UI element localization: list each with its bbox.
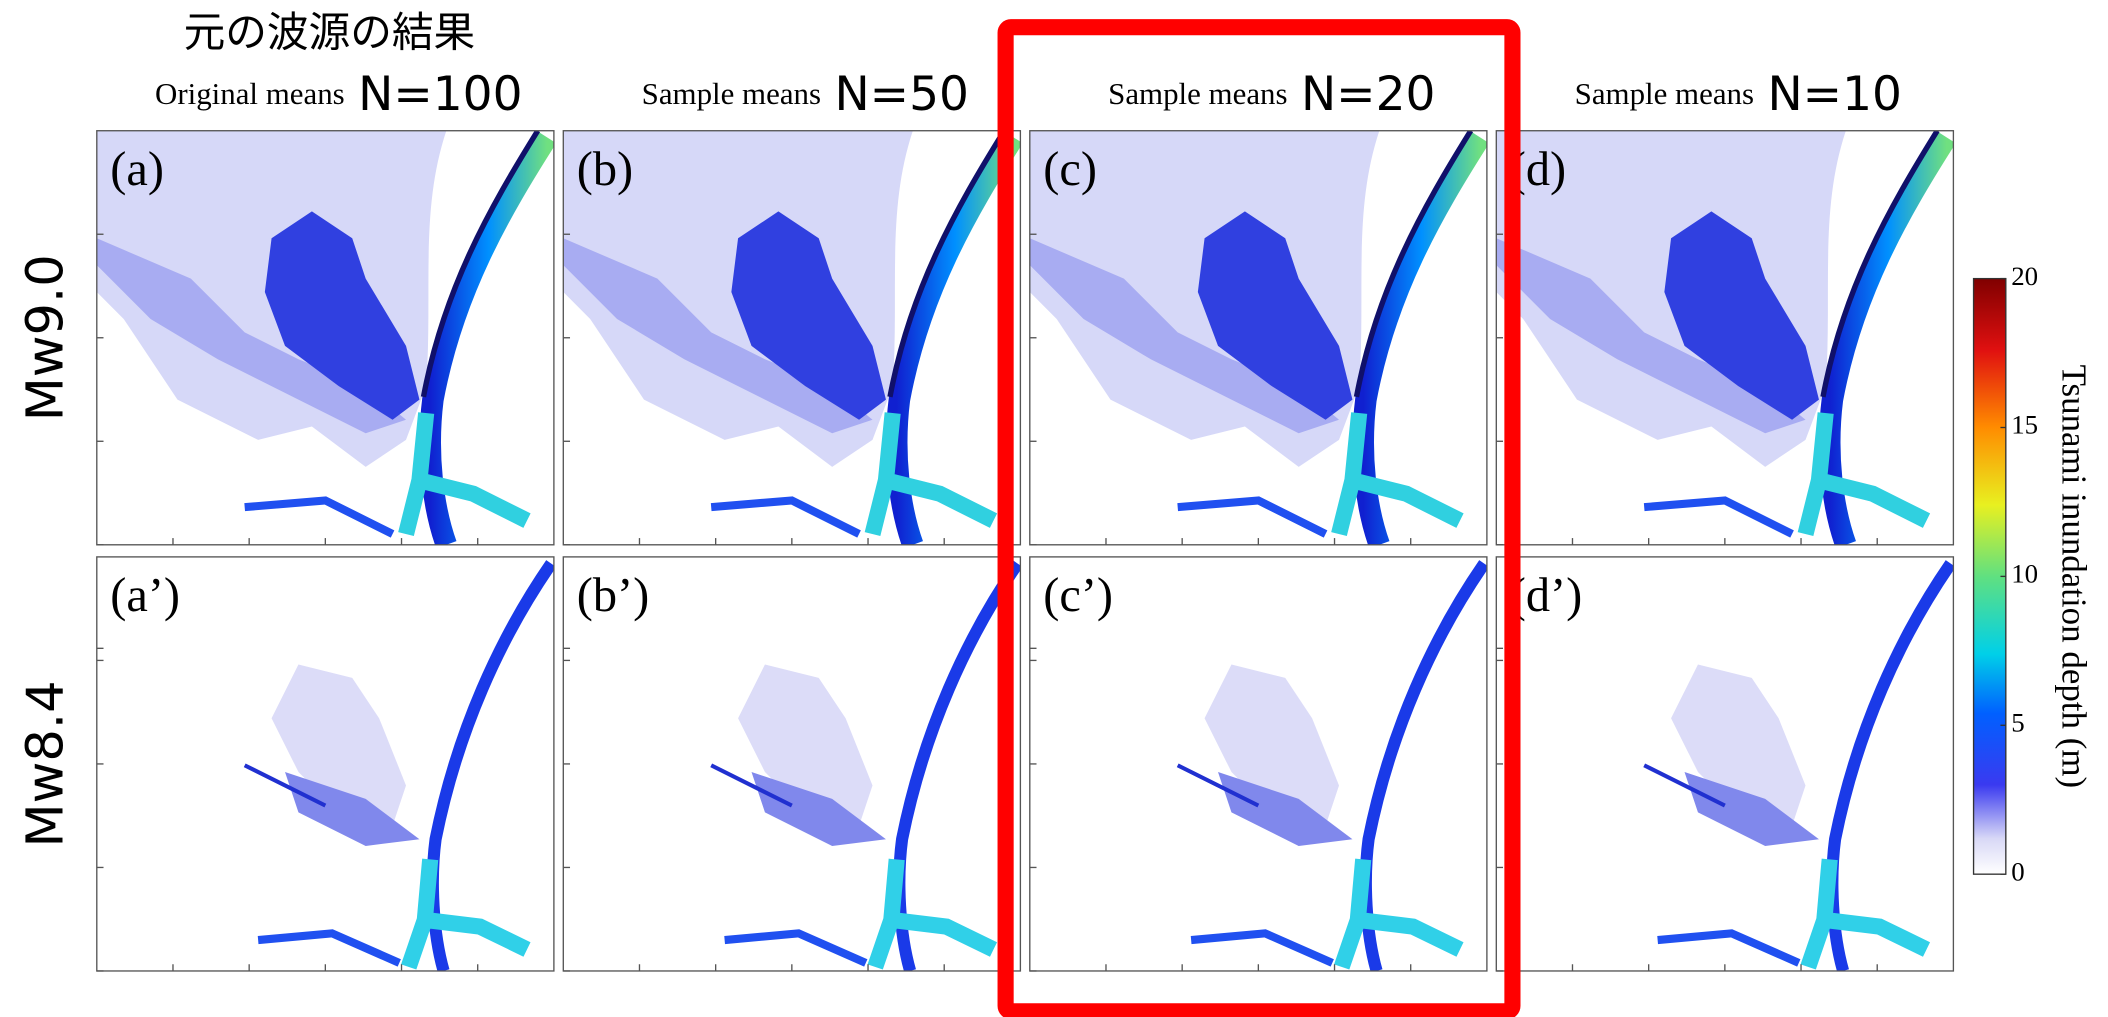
highlight-box <box>997 19 1521 1017</box>
colorbar-tick-label: 15 <box>2011 410 2038 440</box>
column-header: Sample means N=50 <box>642 67 969 122</box>
column-header: Sample means N=10 <box>1575 67 1902 122</box>
panel-label: (d’) <box>1510 569 1583 622</box>
map-image <box>711 564 1018 971</box>
row-label: Mw8.4 <box>16 680 75 847</box>
map-image <box>97 131 547 545</box>
column-header: Sample means N=20 <box>1108 67 1435 122</box>
colorbar-label: Tsunami inundation depth (m) <box>2054 365 2093 789</box>
panel-label: (a) <box>110 143 164 196</box>
colorbar-tick-label: 10 <box>2011 559 2038 589</box>
map-image <box>1178 564 1485 971</box>
colorbar-tick-label: 20 <box>2011 261 2038 291</box>
panel-label: (b) <box>577 143 633 196</box>
map-image <box>1030 131 1480 545</box>
row-label: Mw9.0 <box>16 254 75 421</box>
column-n: N=100 <box>358 67 522 122</box>
column-subtitle: Original means <box>155 76 345 111</box>
colorbar-tick-label: 0 <box>2011 856 2024 886</box>
column-subtitle: Sample means <box>1108 76 1287 111</box>
map-image <box>245 564 552 971</box>
column-subtitle: Sample means <box>642 76 821 111</box>
panel-label: (b’) <box>577 569 650 622</box>
panel-label: (a’) <box>110 569 180 622</box>
panel-label: (c) <box>1043 143 1097 196</box>
column-n: N=20 <box>1301 67 1435 122</box>
column-subtitle: Sample means <box>1575 76 1754 111</box>
map-image <box>1644 564 1951 971</box>
panel-label: (c’) <box>1043 569 1113 622</box>
colorbar-tick-label: 5 <box>2011 707 2024 737</box>
column-n: N=50 <box>834 67 968 122</box>
figure-title: 元の波源の結果 <box>184 7 476 56</box>
column-n: N=10 <box>1767 67 1901 122</box>
column-header: Original means N=100 <box>155 67 523 122</box>
